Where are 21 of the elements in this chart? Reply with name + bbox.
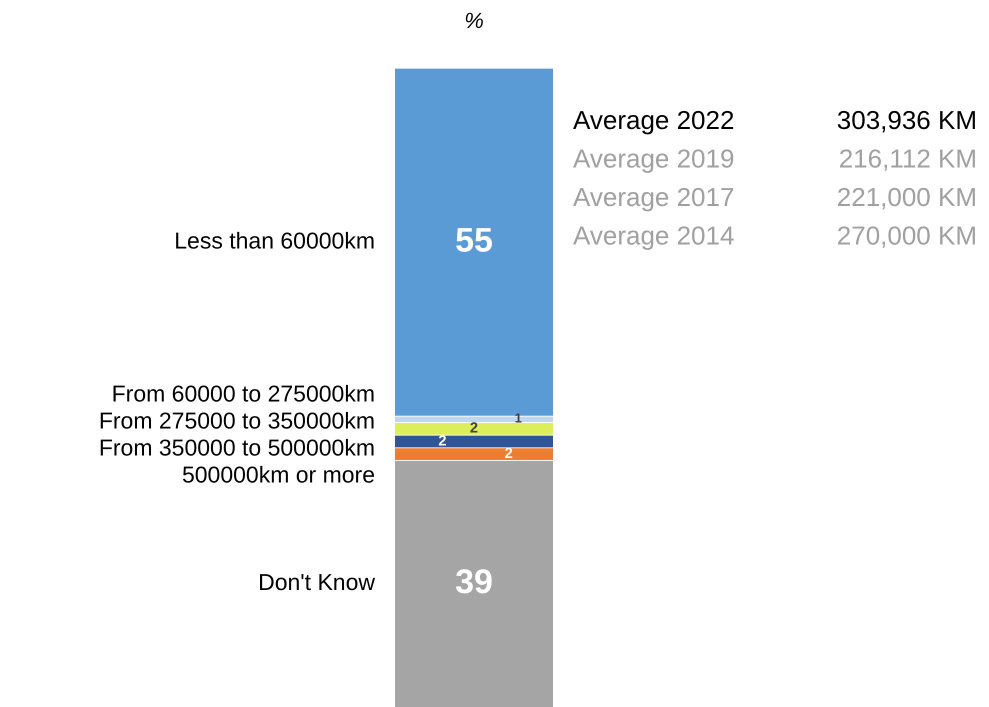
series-label: Don't Know	[258, 568, 376, 595]
data-label: 1	[514, 410, 522, 426]
text: 303,936 KM	[836, 105, 977, 136]
series-label: From 275000 to 350000km	[98, 408, 375, 434]
series-label: From 60000 to 275000km	[112, 380, 375, 407]
data-label: 2	[504, 446, 513, 462]
text: 221,000 KM	[836, 182, 977, 212]
data-label: 55	[455, 221, 493, 260]
text: Average 2022	[573, 105, 734, 136]
text: Average 2019	[573, 144, 734, 174]
chart-title: %	[464, 8, 484, 34]
text: Average 2014	[573, 220, 734, 251]
series-label: From 350000 to 500000km	[98, 434, 375, 461]
data-label: 2	[470, 420, 478, 437]
data-label: 2	[438, 433, 446, 450]
data-label: 39	[455, 563, 493, 602]
text: Average 2017	[573, 182, 734, 212]
text: 216,112 KM	[838, 144, 977, 174]
text: 270,000 KM	[836, 220, 977, 251]
series-label: 500000km or more	[182, 462, 375, 488]
series-label: Less than 60000km	[174, 227, 375, 254]
